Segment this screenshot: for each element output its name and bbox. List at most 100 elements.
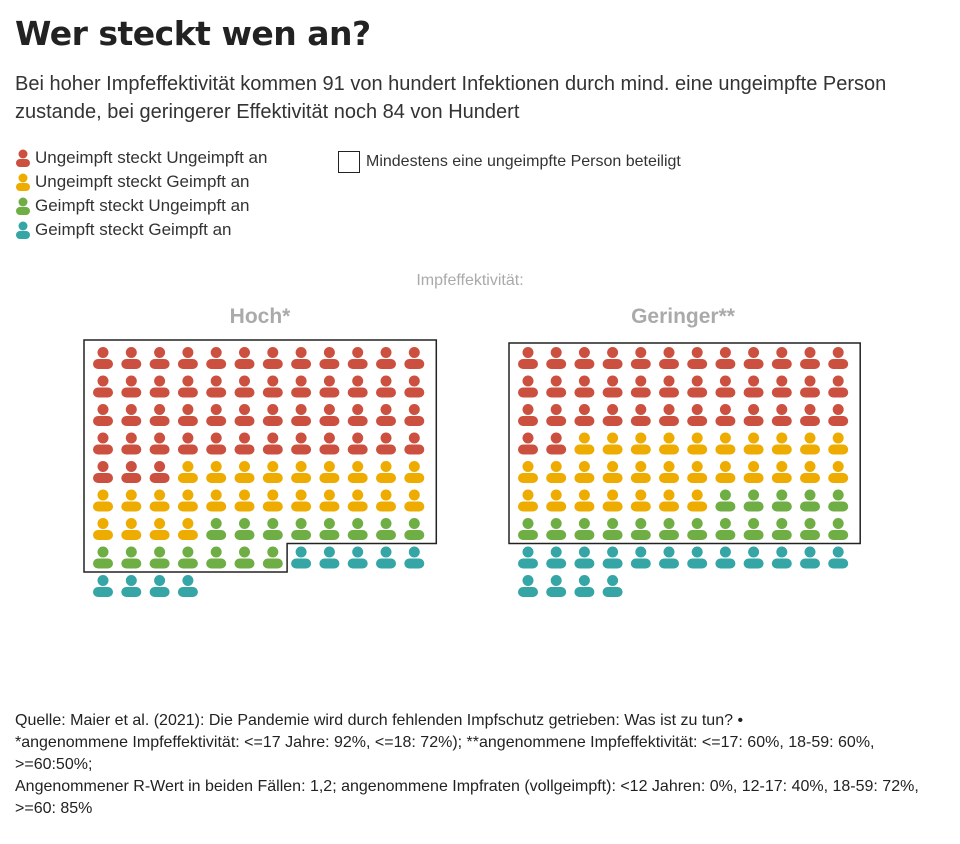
person-icon	[319, 347, 340, 369]
person-icon	[659, 375, 679, 398]
person-icon	[404, 432, 425, 455]
person-icon	[715, 461, 736, 483]
person-icon	[602, 375, 623, 398]
person-icon	[149, 489, 170, 512]
person-icon	[743, 432, 764, 455]
person-icon	[177, 575, 198, 597]
person-icon	[800, 375, 820, 398]
person-icon	[602, 489, 623, 512]
person-icon	[687, 404, 708, 426]
person-icon	[743, 518, 764, 540]
box-legend-swatch	[338, 151, 360, 173]
person-icon	[234, 404, 255, 426]
person-icon	[687, 546, 708, 569]
person-icon	[291, 518, 312, 540]
group-label: Impfeffektivität:	[416, 272, 524, 289]
person-icon	[715, 375, 736, 398]
person-icon	[602, 461, 623, 483]
person-icon	[121, 432, 142, 455]
person-icon	[715, 432, 736, 455]
person-icon	[546, 518, 567, 540]
person-icon	[376, 518, 396, 540]
person-icon	[262, 375, 283, 398]
person-icon	[93, 404, 113, 426]
person-icon	[376, 489, 396, 512]
person-icon	[93, 489, 113, 512]
legend-label: Ungeimpft steckt Ungeimpft an	[35, 148, 268, 167]
person-icon	[347, 489, 368, 512]
person-icon	[206, 489, 227, 512]
person-icon	[546, 575, 567, 597]
person-icon	[546, 432, 567, 455]
source-notes: Quelle: Maier et al. (2021): Die Pandemi…	[15, 710, 945, 820]
note-line: *angenommene Impfeffektivität: <=17 Jahr…	[15, 734, 875, 773]
person-icon	[376, 461, 396, 483]
person-icon	[234, 546, 255, 569]
person-icon	[177, 461, 198, 483]
person-icon	[659, 489, 679, 512]
person-icon	[828, 347, 849, 369]
waffle-hoch	[93, 347, 425, 597]
person-icon	[262, 347, 283, 369]
person-icon	[630, 347, 651, 369]
person-icon	[376, 546, 396, 569]
person-icon	[659, 432, 679, 455]
person-icon	[771, 432, 792, 455]
person-icon	[404, 546, 425, 569]
person-icon	[715, 489, 736, 512]
person-icon	[800, 432, 820, 455]
person-icon	[121, 518, 142, 540]
person-icon	[743, 546, 764, 569]
person-icon	[518, 546, 538, 569]
person-icon	[630, 489, 651, 512]
person-icon	[93, 546, 113, 569]
person-icon	[206, 347, 227, 369]
person-icon	[546, 546, 567, 569]
person-icon	[771, 375, 792, 398]
person-icon	[177, 404, 198, 426]
person-icon	[715, 347, 736, 369]
person-icon	[291, 347, 312, 369]
person-icon	[93, 575, 113, 597]
person-icon	[93, 432, 113, 455]
person-icon	[319, 489, 340, 512]
person-icon	[715, 546, 736, 569]
legend-item: Geimpft steckt Geimpft an	[15, 218, 267, 242]
person-icon	[743, 375, 764, 398]
unvaccinated-involved-outline	[83, 339, 438, 573]
person-icon	[630, 546, 651, 569]
person-icon	[93, 375, 113, 398]
person-icon	[743, 347, 764, 369]
person-icon	[319, 432, 340, 455]
person-icon	[291, 461, 312, 483]
person-icon	[149, 375, 170, 398]
person-icon	[16, 197, 30, 215]
person-icon	[121, 375, 142, 398]
person-icon	[828, 489, 849, 512]
person-icon	[574, 461, 595, 483]
person-icon	[121, 347, 142, 369]
person-icon	[149, 404, 170, 426]
person-icon	[659, 546, 679, 569]
person-icon	[93, 461, 113, 483]
person-icon	[771, 546, 792, 569]
person-icon	[262, 404, 283, 426]
person-icon	[376, 347, 396, 369]
person-icon	[206, 404, 227, 426]
person-icon	[16, 173, 30, 191]
person-icon	[206, 432, 227, 455]
person-icon	[659, 347, 679, 369]
person-icon	[828, 375, 849, 398]
person-icon	[177, 375, 198, 398]
legend-label: Geimpft steckt Ungeimpft an	[35, 196, 250, 215]
person-icon	[262, 518, 283, 540]
person-icon	[828, 432, 849, 455]
person-icon	[518, 432, 538, 455]
person-icon	[262, 546, 283, 569]
person-icon	[234, 347, 255, 369]
person-icon	[574, 518, 595, 540]
person-icon	[546, 347, 567, 369]
person-icon	[291, 404, 312, 426]
person-icon	[404, 461, 425, 483]
